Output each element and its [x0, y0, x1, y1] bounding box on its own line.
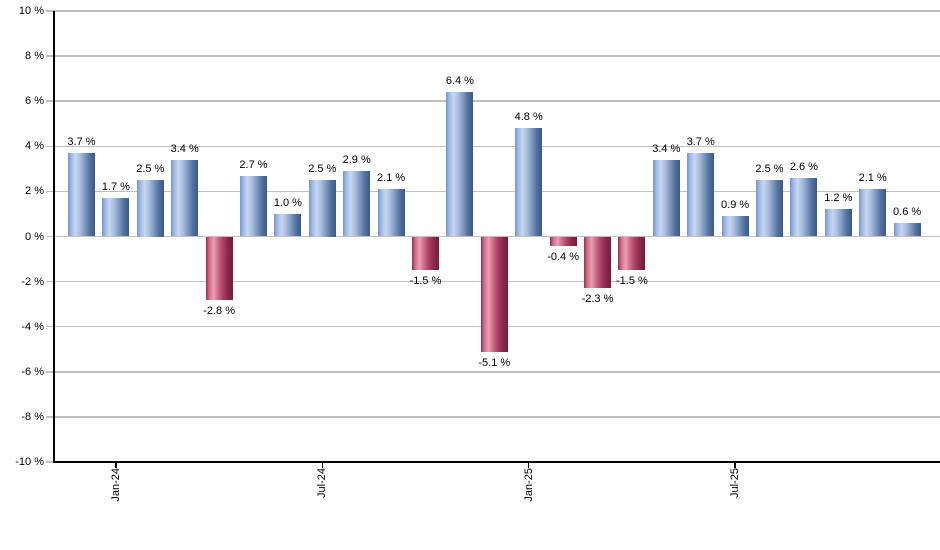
y-gridline: [46, 416, 940, 418]
y-gridline: [46, 190, 940, 193]
bar-value-label: 2.9 %: [342, 154, 371, 167]
x-axis-tick-mark: [321, 462, 324, 468]
bar-value-label: 3.4 %: [652, 142, 681, 155]
bar-value-label: 2.1 %: [858, 172, 887, 185]
bar-positive: [171, 159, 199, 237]
y-axis-tick-label: 6 %: [25, 95, 44, 108]
bar-value-label: -0.4 %: [547, 250, 579, 263]
bar-value-label: 2.5 %: [308, 163, 337, 176]
bar-value-label: 2.1 %: [377, 172, 406, 185]
y-axis-tick-label: 0 %: [25, 230, 44, 243]
bar-negative: [480, 236, 508, 352]
bar-negative: [549, 236, 577, 246]
bar-value-label: 3.7 %: [686, 136, 715, 149]
bar-value-label: 6.4 %: [445, 75, 474, 88]
bar-positive: [824, 209, 852, 237]
bar-value-label: 2.6 %: [789, 160, 818, 173]
x-axis-line: [53, 461, 940, 463]
bar-positive: [308, 180, 336, 237]
bar-negative: [412, 236, 439, 271]
bar-positive: [652, 159, 680, 237]
bar-positive: [893, 222, 921, 237]
y-gridline: [46, 145, 940, 148]
y-axis-tick-label: -2 %: [21, 275, 44, 288]
bar-value-label: 1.0 %: [273, 196, 302, 209]
bar-value-label: 2.5 %: [755, 163, 784, 176]
y-gridline: [46, 55, 940, 57]
bar-positive: [240, 175, 267, 237]
bar-value-label: 0.6 %: [893, 205, 922, 218]
y-axis-line: [53, 11, 55, 463]
y-axis-tick-label: 8 %: [25, 50, 44, 63]
bar-positive: [136, 180, 164, 237]
bar-value-label: 3.7 %: [67, 136, 96, 149]
x-axis-tick-label: Jul-25: [729, 468, 742, 498]
bar-value-label: -1.5 %: [615, 275, 648, 288]
x-axis-tick-label: Jan-25: [522, 468, 535, 502]
bar-negative: [584, 236, 611, 289]
x-axis-tick-mark: [734, 462, 736, 468]
y-axis-tick-label: -6 %: [21, 365, 44, 378]
x-axis-tick-label: Jul-24: [316, 468, 329, 498]
y-axis-tick-label: -4 %: [21, 320, 44, 333]
y-gridline: [46, 10, 940, 12]
bar-positive: [68, 153, 95, 237]
bar-positive: [102, 198, 130, 237]
bar-value-label: 1.7 %: [101, 181, 130, 194]
y-gridline: [46, 371, 940, 373]
bar-positive: [446, 92, 474, 237]
y-axis-tick-label: 10 %: [18, 5, 44, 17]
bar-positive: [515, 128, 543, 237]
bar-positive: [377, 189, 405, 237]
bar-positive: [756, 180, 783, 237]
bar-positive: [343, 171, 371, 237]
x-axis-tick-mark: [527, 462, 530, 468]
bar-negative: [205, 236, 233, 300]
y-axis-tick-label: -8 %: [21, 410, 44, 423]
bar-value-label: 1.2 %: [824, 192, 853, 205]
x-axis-tick-label: Jan-24: [109, 468, 122, 502]
bar-value-label: -2.3 %: [581, 293, 614, 306]
x-axis-tick-mark: [115, 462, 117, 468]
y-axis-tick-label: 4 %: [25, 140, 44, 153]
bar-positive: [687, 153, 715, 237]
y-axis-tick-label: 2 %: [25, 185, 44, 198]
y-axis-tick-label: -10 %: [15, 456, 44, 468]
bar-value-label: -5.1 %: [478, 356, 511, 369]
bar-value-label: 2.5 %: [136, 163, 165, 176]
bar-positive: [859, 189, 887, 237]
bar-value-label: 2.7 %: [239, 158, 268, 171]
bar-positive: [274, 213, 302, 237]
bar-value-label: 0.9 %: [721, 199, 750, 212]
bar-value-label: -1.5 %: [409, 275, 442, 288]
bar-positive: [721, 216, 749, 237]
bar-negative: [618, 236, 646, 271]
bar-positive: [790, 177, 818, 237]
bar-value-label: 4.8 %: [514, 111, 543, 124]
y-gridline: [46, 100, 940, 102]
bar-value-label: -2.8 %: [203, 304, 235, 317]
bar-value-label: 3.4 %: [170, 142, 199, 155]
